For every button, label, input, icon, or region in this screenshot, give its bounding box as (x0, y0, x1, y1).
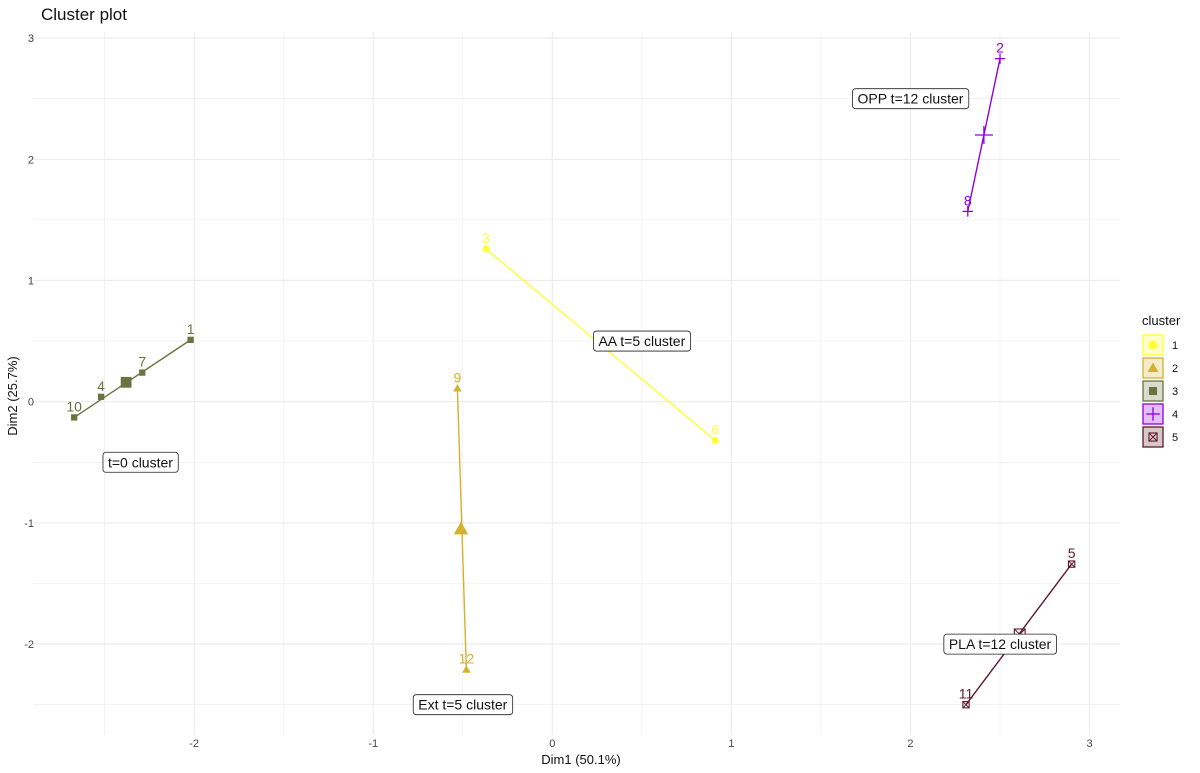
x-tick-label: 2 (907, 738, 913, 750)
cluster-centers (120, 126, 1026, 641)
y-tick-labels: -2 -1 0 1 2 3 (24, 33, 34, 651)
point-10 (71, 414, 78, 421)
annotation-box (412, 694, 514, 716)
point-label-10: 10 (66, 398, 82, 414)
y-tick-label: -1 (24, 518, 34, 530)
point-label-2: 2 (996, 40, 1004, 56)
cluster-1-annotation: AA t=5 cluster (593, 330, 691, 352)
legend-marker (1148, 432, 1158, 442)
point-5 (1067, 560, 1076, 568)
legend-label: 5 (1172, 432, 1178, 444)
point-2 (994, 53, 1006, 64)
point-label-11: 11 (959, 686, 974, 702)
annotation-text: t=0 cluster (108, 454, 173, 470)
x-axis-label: Dim1 (50.1%) (541, 752, 620, 767)
y-tick-label: 2 (28, 154, 34, 166)
legend-item-3: 3 (1142, 380, 1178, 402)
cluster-4-annotation: OPP t=12 cluster (852, 88, 970, 110)
y-axis-label: Dim2 (25.7%) (5, 356, 20, 435)
point-9 (453, 384, 462, 392)
legend-marker (1147, 362, 1159, 373)
legend: cluster 1 2 3 4 5 (1142, 313, 1181, 448)
legend-label: 2 (1172, 363, 1178, 375)
point-7 (139, 369, 146, 376)
cluster-3-annotation: t=0 cluster (102, 451, 179, 473)
legend-item-4: 4 (1142, 403, 1178, 425)
data-points (71, 53, 1076, 709)
legend-title: cluster (1142, 313, 1181, 328)
point-label-8: 8 (964, 192, 972, 208)
annotation-box (102, 451, 179, 473)
cluster-2-center (453, 521, 469, 535)
annotation-box (852, 88, 970, 110)
x-tick-label: -1 (368, 738, 378, 750)
point-label-3: 3 (482, 230, 490, 246)
x-tick-label: -2 (189, 738, 199, 750)
chart-title: Cluster plot (41, 5, 127, 24)
point-12 (462, 665, 471, 673)
annotation-text: OPP t=12 cluster (857, 91, 963, 107)
cluster-5-annotation: PLA t=12 cluster (943, 633, 1057, 655)
annotation-text: AA t=5 cluster (598, 333, 685, 349)
point-labels: 3 6 9 12 1 4 7 10 2 8 5 11 (66, 40, 1075, 702)
grid (33, 32, 1120, 735)
point-4 (97, 393, 105, 400)
annotation-text: Ext t=5 cluster (418, 697, 507, 713)
point-8 (962, 206, 974, 217)
y-tick-label: 1 (28, 275, 34, 287)
cluster-hulls (73, 58, 1073, 706)
legend-label: 4 (1172, 409, 1178, 421)
x-tick-label: 1 (728, 738, 734, 750)
point-11 (962, 700, 970, 709)
legend-marker (1148, 340, 1158, 350)
legend-marker (1146, 407, 1160, 421)
point-label-5: 5 (1068, 545, 1076, 561)
annotation-box (593, 330, 691, 352)
legend-label: 3 (1172, 386, 1178, 398)
x-tick-label: 3 (1086, 738, 1092, 750)
cluster-3-hull (73, 339, 191, 419)
cluster-4-center (974, 126, 993, 145)
point-label-1: 1 (187, 321, 195, 337)
annotation-text: PLA t=12 cluster (949, 636, 1052, 652)
point-label-6: 6 (711, 421, 719, 437)
y-tick-label: 3 (28, 33, 34, 45)
annotation-box (943, 633, 1057, 655)
x-tick-labels: -2 -1 0 1 2 3 (189, 738, 1092, 750)
legend-item-1: 1 (1142, 334, 1178, 356)
point-label-9: 9 (454, 369, 462, 385)
x-tick-label: 0 (549, 738, 555, 750)
y-tick-label: 0 (28, 397, 34, 409)
point-label-4: 4 (97, 378, 105, 394)
point-1 (187, 336, 194, 344)
point-3 (482, 245, 490, 253)
cluster-3-center (120, 376, 132, 388)
point-label-7: 7 (138, 354, 146, 370)
legend-marker (1148, 386, 1158, 396)
legend-label: 1 (1172, 340, 1178, 352)
point-label-12: 12 (459, 651, 475, 667)
legend-item-2: 2 (1142, 357, 1178, 379)
cluster-annotations: AA t=5 cluster Ext t=5 cluster t=0 cluster… (102, 88, 1057, 716)
legend-item-5: 5 (1142, 426, 1178, 448)
y-tick-label: -2 (24, 639, 34, 651)
cluster-2-annotation: Ext t=5 cluster (412, 694, 514, 716)
point-6 (711, 436, 719, 444)
